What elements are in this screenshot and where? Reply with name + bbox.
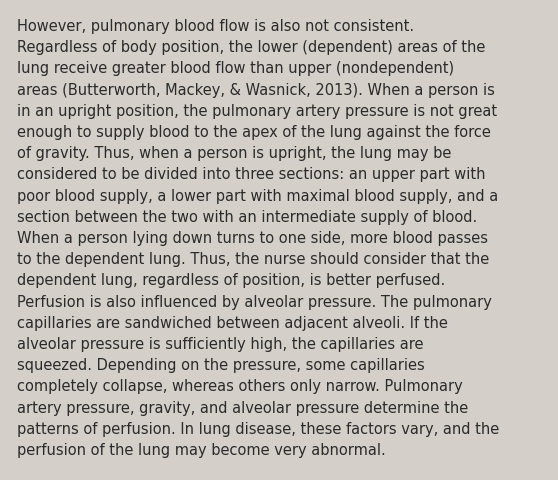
Text: However, pulmonary blood flow is also not consistent.: However, pulmonary blood flow is also no… xyxy=(17,19,414,34)
Text: poor blood supply, a lower part with maximal blood supply, and a: poor blood supply, a lower part with max… xyxy=(17,188,498,203)
Text: of gravity. Thus, when a person is upright, the lung may be: of gravity. Thus, when a person is uprig… xyxy=(17,146,451,161)
Text: considered to be divided into three sections: an upper part with: considered to be divided into three sect… xyxy=(17,167,485,182)
Text: in an upright position, the pulmonary artery pressure is not great: in an upright position, the pulmonary ar… xyxy=(17,104,497,119)
Text: perfusion of the lung may become very abnormal.: perfusion of the lung may become very ab… xyxy=(17,442,386,457)
Text: section between the two with an intermediate supply of blood.: section between the two with an intermed… xyxy=(17,209,477,224)
Text: When a person lying down turns to one side, more blood passes: When a person lying down turns to one si… xyxy=(17,230,488,245)
Text: capillaries are sandwiched between adjacent alveoli. If the: capillaries are sandwiched between adjac… xyxy=(17,315,448,330)
Text: areas (Butterworth, Mackey, & Wasnick, 2013). When a person is: areas (Butterworth, Mackey, & Wasnick, 2… xyxy=(17,83,495,97)
Text: Regardless of body position, the lower (dependent) areas of the: Regardless of body position, the lower (… xyxy=(17,40,485,55)
Text: squeezed. Depending on the pressure, some capillaries: squeezed. Depending on the pressure, som… xyxy=(17,358,425,372)
Text: to the dependent lung. Thus, the nurse should consider that the: to the dependent lung. Thus, the nurse s… xyxy=(17,252,489,267)
Text: artery pressure, gravity, and alveolar pressure determine the: artery pressure, gravity, and alveolar p… xyxy=(17,400,468,415)
Text: enough to supply blood to the apex of the lung against the force: enough to supply blood to the apex of th… xyxy=(17,125,491,140)
Text: Perfusion is also influenced by alveolar pressure. The pulmonary: Perfusion is also influenced by alveolar… xyxy=(17,294,492,309)
Text: patterns of perfusion. In lung disease, these factors vary, and the: patterns of perfusion. In lung disease, … xyxy=(17,421,499,436)
Text: lung receive greater blood flow than upper (nondependent): lung receive greater blood flow than upp… xyxy=(17,61,454,76)
Text: completely collapse, whereas others only narrow. Pulmonary: completely collapse, whereas others only… xyxy=(17,379,463,394)
Text: dependent lung, regardless of position, is better perfused.: dependent lung, regardless of position, … xyxy=(17,273,445,288)
Text: alveolar pressure is sufficiently high, the capillaries are: alveolar pressure is sufficiently high, … xyxy=(17,336,424,351)
